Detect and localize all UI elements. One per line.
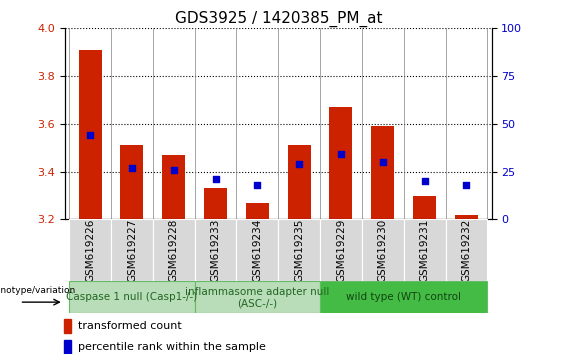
Text: GSM619232: GSM619232 <box>462 219 471 282</box>
FancyBboxPatch shape <box>194 219 236 281</box>
Point <box>253 182 262 188</box>
FancyBboxPatch shape <box>279 219 320 281</box>
Bar <box>288 145 311 219</box>
Text: GSM619231: GSM619231 <box>420 219 429 282</box>
Text: GSM619234: GSM619234 <box>253 219 262 282</box>
FancyBboxPatch shape <box>320 219 362 281</box>
Title: GDS3925 / 1420385_PM_at: GDS3925 / 1420385_PM_at <box>175 11 382 27</box>
FancyBboxPatch shape <box>404 219 446 281</box>
Point <box>211 177 220 182</box>
Bar <box>64 319 71 333</box>
Bar <box>246 203 269 219</box>
Text: GSM619228: GSM619228 <box>169 219 179 282</box>
Text: wild type (WT) control: wild type (WT) control <box>346 292 461 302</box>
Bar <box>79 50 102 219</box>
Text: GSM619233: GSM619233 <box>211 219 220 282</box>
Bar <box>371 126 394 219</box>
Point <box>420 178 429 184</box>
Bar <box>64 340 71 354</box>
Bar <box>329 107 353 219</box>
FancyBboxPatch shape <box>236 219 279 281</box>
Bar <box>455 215 478 219</box>
Bar <box>120 145 144 219</box>
Bar <box>413 195 436 219</box>
Text: GSM619227: GSM619227 <box>127 219 137 282</box>
Text: transformed count: transformed count <box>78 321 182 331</box>
Text: genotype/variation: genotype/variation <box>0 286 76 295</box>
Text: GSM619226: GSM619226 <box>85 219 95 282</box>
Point <box>462 182 471 188</box>
Bar <box>204 188 227 219</box>
Point <box>379 159 388 165</box>
Text: GSM619235: GSM619235 <box>294 219 304 282</box>
Point <box>169 167 178 173</box>
FancyBboxPatch shape <box>111 219 153 281</box>
Point <box>295 161 304 167</box>
Text: GSM619229: GSM619229 <box>336 219 346 282</box>
FancyBboxPatch shape <box>69 219 111 281</box>
Point <box>85 132 94 138</box>
FancyBboxPatch shape <box>153 219 194 281</box>
FancyBboxPatch shape <box>362 219 404 281</box>
Bar <box>162 155 185 219</box>
Text: percentile rank within the sample: percentile rank within the sample <box>78 342 266 352</box>
FancyBboxPatch shape <box>69 281 194 313</box>
Point <box>337 152 346 157</box>
FancyBboxPatch shape <box>194 281 320 313</box>
Text: Caspase 1 null (Casp1-/-): Caspase 1 null (Casp1-/-) <box>66 292 198 302</box>
Text: GSM619230: GSM619230 <box>378 219 388 282</box>
FancyBboxPatch shape <box>320 281 488 313</box>
Text: inflammasome adapter null
(ASC-/-): inflammasome adapter null (ASC-/-) <box>185 286 329 308</box>
FancyBboxPatch shape <box>446 219 488 281</box>
Point <box>127 165 136 171</box>
